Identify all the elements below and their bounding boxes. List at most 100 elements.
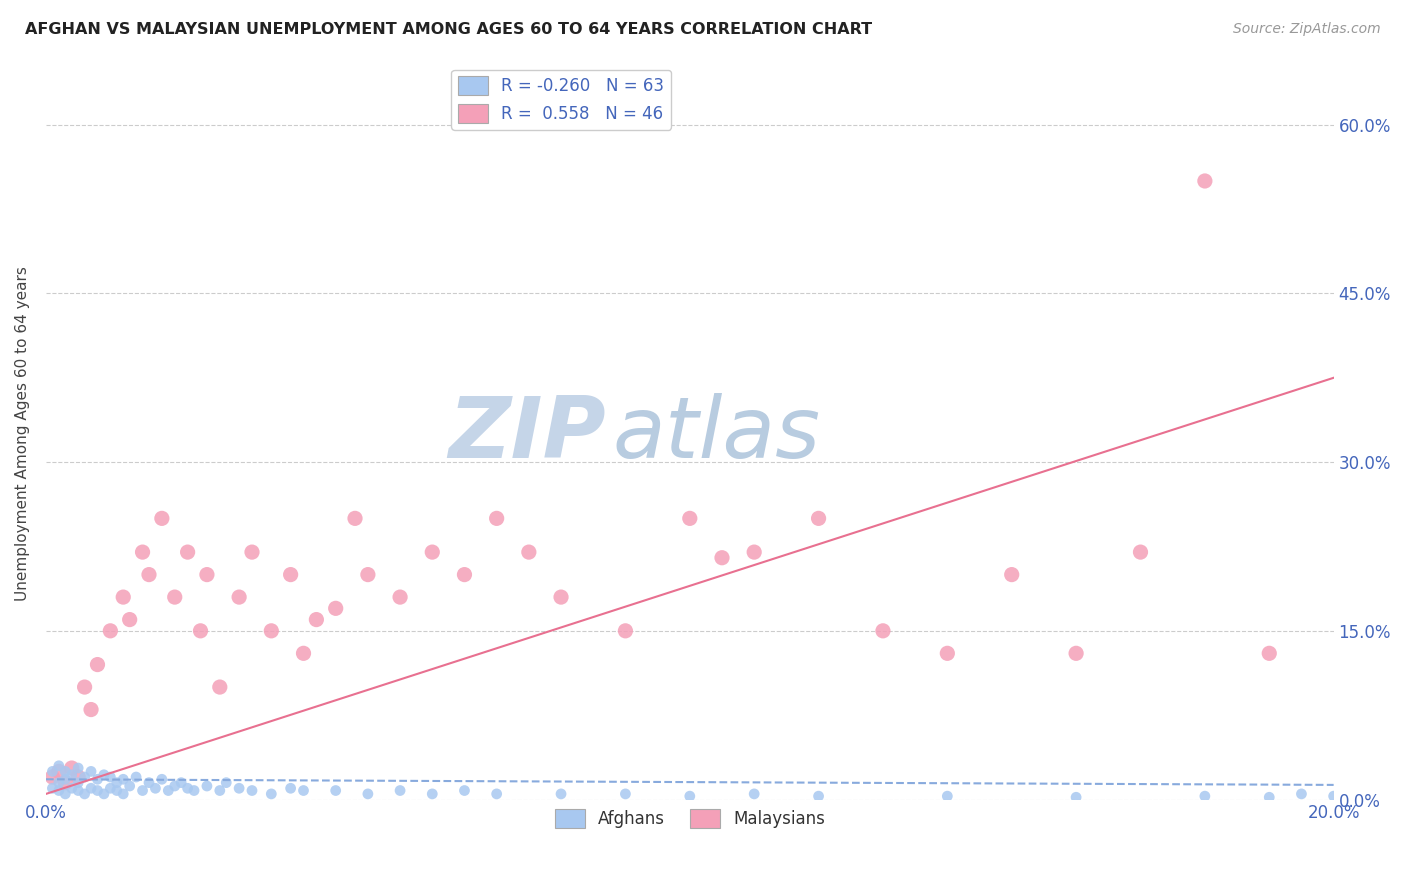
- Point: [86, 657, 108, 672]
- Text: AFGHAN VS MALAYSIAN UNEMPLOYMENT AMONG AGES 60 TO 64 YEARS CORRELATION CHART: AFGHAN VS MALAYSIAN UNEMPLOYMENT AMONG A…: [25, 22, 873, 37]
- Point: [208, 680, 231, 694]
- Point: [357, 787, 380, 801]
- Point: [228, 590, 250, 604]
- Point: [98, 770, 121, 784]
- Point: [453, 567, 475, 582]
- Point: [48, 764, 70, 779]
- Point: [80, 702, 103, 716]
- Point: [183, 783, 205, 797]
- Point: [420, 545, 443, 559]
- Point: [53, 772, 76, 787]
- Point: [292, 783, 315, 797]
- Point: [93, 768, 115, 782]
- Point: [215, 775, 238, 789]
- Point: [742, 787, 765, 801]
- Point: [1258, 646, 1281, 660]
- Point: [118, 779, 141, 793]
- Point: [343, 511, 366, 525]
- Point: [240, 545, 263, 559]
- Point: [176, 781, 198, 796]
- Point: [280, 781, 302, 796]
- Point: [280, 567, 302, 582]
- Point: [517, 545, 540, 559]
- Point: [292, 646, 315, 660]
- Point: [157, 783, 180, 797]
- Point: [41, 781, 63, 796]
- Point: [389, 783, 412, 797]
- Point: [41, 764, 63, 779]
- Point: [60, 768, 83, 782]
- Point: [118, 613, 141, 627]
- Point: [53, 775, 76, 789]
- Point: [60, 761, 83, 775]
- Point: [742, 545, 765, 559]
- Point: [1258, 790, 1281, 805]
- Point: [112, 787, 135, 801]
- Point: [228, 781, 250, 796]
- Point: [208, 783, 231, 797]
- Point: [98, 624, 121, 638]
- Point: [1291, 787, 1313, 801]
- Point: [325, 783, 347, 797]
- Point: [60, 781, 83, 796]
- Point: [305, 613, 328, 627]
- Point: [807, 789, 830, 804]
- Point: [420, 787, 443, 801]
- Point: [1194, 789, 1216, 804]
- Point: [389, 590, 412, 604]
- Point: [936, 646, 959, 660]
- Point: [453, 783, 475, 797]
- Point: [131, 783, 153, 797]
- Text: ZIP: ZIP: [449, 392, 606, 475]
- Point: [872, 624, 894, 638]
- Legend: Afghans, Malaysians: Afghans, Malaysians: [548, 803, 832, 835]
- Point: [112, 590, 135, 604]
- Point: [485, 787, 508, 801]
- Text: Source: ZipAtlas.com: Source: ZipAtlas.com: [1233, 22, 1381, 37]
- Y-axis label: Unemployment Among Ages 60 to 64 years: Unemployment Among Ages 60 to 64 years: [15, 267, 30, 601]
- Point: [93, 787, 115, 801]
- Point: [711, 550, 734, 565]
- Point: [1323, 789, 1346, 804]
- Point: [163, 779, 186, 793]
- Point: [53, 787, 76, 801]
- Point: [138, 567, 160, 582]
- Point: [73, 680, 96, 694]
- Point: [1001, 567, 1024, 582]
- Point: [86, 772, 108, 787]
- Point: [145, 781, 167, 796]
- Point: [73, 770, 96, 784]
- Point: [125, 770, 148, 784]
- Point: [195, 567, 218, 582]
- Point: [1129, 545, 1152, 559]
- Point: [807, 511, 830, 525]
- Point: [53, 764, 76, 779]
- Point: [190, 624, 212, 638]
- Point: [67, 783, 90, 797]
- Point: [325, 601, 347, 615]
- Point: [105, 775, 128, 789]
- Point: [67, 770, 90, 784]
- Point: [936, 789, 959, 804]
- Point: [679, 789, 702, 804]
- Point: [131, 545, 153, 559]
- Point: [73, 787, 96, 801]
- Point: [614, 624, 637, 638]
- Point: [485, 511, 508, 525]
- Point: [1064, 646, 1087, 660]
- Point: [80, 764, 103, 779]
- Point: [67, 761, 90, 775]
- Point: [357, 567, 380, 582]
- Point: [138, 775, 160, 789]
- Point: [67, 775, 90, 789]
- Point: [260, 787, 283, 801]
- Point: [163, 590, 186, 604]
- Point: [48, 783, 70, 797]
- Point: [195, 779, 218, 793]
- Point: [260, 624, 283, 638]
- Point: [614, 787, 637, 801]
- Point: [86, 783, 108, 797]
- Point: [98, 781, 121, 796]
- Point: [1194, 174, 1216, 188]
- Point: [41, 770, 63, 784]
